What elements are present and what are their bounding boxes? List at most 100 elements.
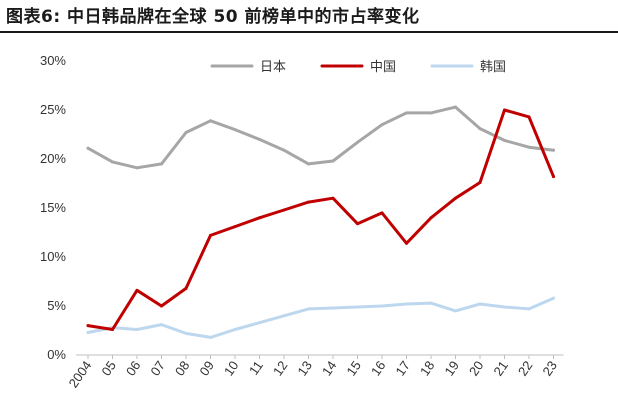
y-tick-label: 15% — [40, 200, 66, 215]
data-point — [233, 225, 237, 229]
y-tick-label: 30% — [40, 53, 66, 68]
data-point — [331, 159, 335, 163]
data-point — [184, 286, 188, 290]
data-point — [380, 211, 384, 215]
data-point — [331, 196, 335, 200]
data-point — [111, 328, 114, 332]
x-tick-label: 05 — [98, 358, 119, 378]
data-point — [454, 309, 457, 313]
y-tick-label: 0% — [47, 347, 66, 362]
data-point — [429, 111, 433, 115]
x-tick-label: 22 — [515, 358, 536, 378]
data-point — [233, 328, 237, 332]
x-tick-label: 21 — [490, 358, 511, 378]
data-point — [86, 330, 90, 334]
data-point — [356, 140, 359, 144]
data-point — [307, 162, 310, 166]
x-tick-label: 09 — [196, 358, 217, 378]
data-point — [527, 307, 531, 311]
legend-label: 中国 — [370, 60, 396, 75]
x-tick-label: 06 — [123, 358, 144, 378]
data-point — [552, 296, 555, 300]
data-point — [356, 305, 359, 309]
data-point — [454, 105, 457, 109]
data-point — [503, 108, 506, 112]
data-point — [552, 148, 555, 152]
data-point — [380, 123, 384, 127]
series-line — [86, 105, 555, 170]
data-point — [233, 128, 237, 132]
data-point — [258, 321, 261, 325]
data-point — [478, 302, 482, 306]
series-line — [86, 296, 555, 339]
data-point — [160, 162, 163, 166]
data-point — [86, 146, 90, 150]
data-point — [552, 175, 555, 179]
data-point — [135, 166, 139, 170]
x-tick-label: 10 — [221, 358, 242, 378]
data-point — [111, 160, 114, 164]
x-tick-label: 18 — [417, 358, 438, 378]
series-lines — [86, 105, 555, 339]
legend: 日本 中国 韩国 — [210, 60, 506, 75]
x-tick-label: 08 — [172, 358, 193, 378]
x-tick-label: 17 — [392, 358, 413, 378]
series-line — [86, 108, 555, 331]
x-tick-label: 20 — [466, 358, 487, 378]
data-point — [86, 324, 90, 328]
x-tick-label: 11 — [246, 358, 266, 378]
y-tick-label: 10% — [40, 249, 66, 264]
x-tick-label: 15 — [343, 358, 364, 378]
data-point — [209, 233, 212, 237]
data-point — [160, 304, 163, 308]
chart-title: 图表6: 中日韩品牌在全球 50 前榜单中的市占率变化 — [6, 7, 420, 27]
series-中国 — [86, 108, 555, 332]
data-point — [405, 111, 408, 115]
data-point — [429, 216, 433, 220]
data-point — [405, 302, 408, 306]
data-point — [454, 196, 457, 200]
data-point — [282, 314, 286, 318]
data-point — [282, 208, 286, 212]
data-point — [478, 181, 482, 185]
data-point — [258, 137, 261, 141]
data-point — [527, 115, 531, 119]
x-tick-label: 13 — [294, 358, 315, 378]
data-point — [331, 306, 335, 310]
data-point — [503, 138, 506, 142]
data-point — [209, 335, 212, 339]
x-tick-label: 07 — [147, 358, 168, 378]
data-point — [184, 131, 188, 135]
title-divider — [0, 31, 618, 33]
y-tick-label: 20% — [40, 151, 66, 166]
y-tick-label: 25% — [40, 102, 66, 117]
series-日本 — [86, 105, 555, 170]
data-point — [184, 331, 188, 335]
x-tick-label: 19 — [441, 358, 462, 378]
data-point — [356, 222, 359, 226]
data-point — [135, 288, 139, 292]
data-point — [503, 305, 506, 309]
data-point — [258, 216, 261, 220]
data-point — [307, 307, 310, 311]
axes: 0%5%10%15%20%25%30%2004 05 06 07 08 09 10 11 12 1… — [40, 53, 564, 390]
data-point — [135, 328, 139, 332]
x-tick-label: 14 — [319, 358, 340, 378]
y-tick-label: 5% — [47, 298, 66, 313]
x-tick-label: 2004 — [66, 358, 95, 390]
data-point — [282, 148, 286, 152]
data-point — [527, 145, 531, 149]
data-point — [478, 127, 482, 131]
data-point — [405, 241, 408, 245]
data-point — [380, 304, 384, 308]
x-tick-label: 23 — [539, 358, 560, 378]
data-point — [429, 301, 433, 305]
data-point — [307, 200, 310, 204]
legend-label: 韩国 — [480, 60, 506, 75]
data-point — [209, 119, 212, 123]
x-tick-label: 12 — [270, 358, 291, 378]
series-韩国 — [86, 296, 555, 339]
data-point — [160, 323, 163, 327]
x-tick-label: 16 — [368, 358, 389, 378]
